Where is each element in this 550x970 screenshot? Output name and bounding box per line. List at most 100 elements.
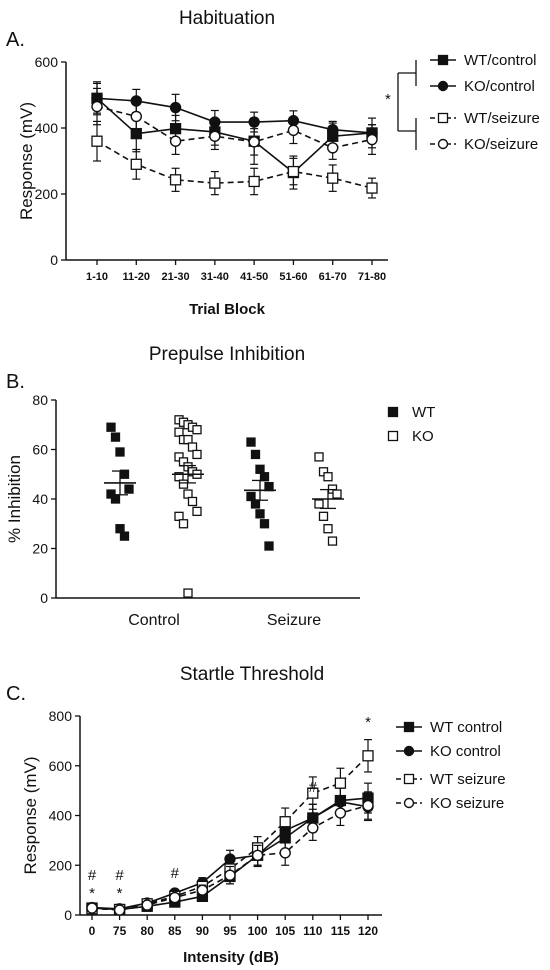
data-point [169,891,181,904]
data-point [169,101,182,114]
x-tick-label: 61-70 [319,271,347,283]
x-tick-label: Seizure [267,612,321,629]
series-line [91,755,369,911]
y-tick-label: 800 [49,708,73,724]
y-tick-label: 20 [32,541,48,557]
data-point [183,588,193,598]
series-3 [312,452,344,546]
data-point [250,449,261,460]
data-point [178,479,189,489]
data-point [334,777,347,789]
x-tick-label: 21-30 [162,271,190,283]
data-point [307,822,319,834]
data-point [169,174,182,186]
data-point [192,506,202,517]
data-point [91,100,103,113]
data-point [307,787,319,799]
x-tick-label: 0 [89,924,96,938]
legend-marker [437,112,449,124]
data-point [251,849,264,861]
panel-label: A. [6,29,25,51]
legend-marker [403,721,415,733]
data-point [224,869,236,881]
series-1 [86,787,374,915]
y-tick-label: 600 [49,758,73,774]
chart-panel-0: Habituation A. 0 200 400 600 1-10 11-20 21-30 31-… [6,8,540,318]
y-axis-label: Response (mV) [21,756,40,874]
data-point [119,531,130,541]
legend-label: KO [412,428,434,445]
data-point [314,499,324,509]
data-point [106,422,116,432]
chart-title: Habituation [179,8,275,29]
data-point [287,124,300,137]
series-0 [86,782,374,916]
significance-annotation: * [365,714,371,731]
x-tick-label: 1-10 [86,271,108,283]
data-point [327,536,338,546]
data-point [169,135,182,147]
series-3 [91,87,378,160]
x-tick-label: 80 [141,924,155,938]
data-point [327,123,339,136]
x-tick-label: 120 [358,924,378,938]
data-point [323,472,333,482]
data-point [362,799,374,812]
y-tick-label: 0 [64,907,72,923]
data-point [366,182,378,194]
x-tick-label: 100 [248,924,268,938]
x-tick-label: 51-60 [279,271,307,283]
data-point [264,541,274,551]
data-point [334,807,347,819]
series-line [96,105,373,149]
significance-annotation: * [89,885,95,902]
data-point [259,472,270,482]
data-point [279,847,291,859]
legend-marker [387,406,399,418]
panel-label: C. [6,683,26,705]
data-point [246,437,256,447]
y-tick-label: 60 [32,442,48,458]
data-point [110,494,121,504]
y-tick-label: 600 [35,54,59,70]
x-tick-label: Control [128,612,180,629]
x-tick-label: 90 [196,924,210,938]
legend-label: KO/seizure [464,136,538,153]
data-point [192,449,202,460]
data-point [287,165,300,178]
legend-label: WT/control [464,52,537,69]
y-tick-label: 400 [35,120,59,136]
x-tick-label: 115 [331,924,351,938]
legend-marker [403,745,415,757]
y-tick-label: 0 [50,252,58,268]
significance-annotation: # [309,779,318,796]
series-3 [86,791,374,916]
legend-label: KO seizure [430,795,504,812]
data-point [362,750,374,762]
y-tick-label: 80 [32,392,48,408]
data-point [318,511,329,521]
y-tick-label: 400 [49,808,73,824]
y-tick-label: 0 [40,590,48,606]
legend-marker [403,797,415,809]
data-point [187,496,198,507]
data-point [279,816,291,828]
x-tick-label: 110 [303,924,323,938]
legend-label: WT/seizure [464,110,540,127]
legend-label: KO/control [464,78,535,95]
y-axis-label: % Inhibition [5,455,24,543]
significance-annotation: # [115,867,124,884]
x-tick-label: 11-20 [123,271,151,283]
data-point [366,133,378,146]
x-tick-label: 105 [275,924,295,938]
x-tick-label: 41-50 [240,271,268,283]
x-tick-label: 75 [113,924,127,938]
series-line [96,140,373,189]
data-point [86,902,98,914]
y-tick-label: 200 [49,857,73,873]
data-point [192,425,202,435]
data-point [113,904,126,916]
y-axis-label: Response (mV) [17,102,36,220]
panel-label: B. [6,371,25,393]
